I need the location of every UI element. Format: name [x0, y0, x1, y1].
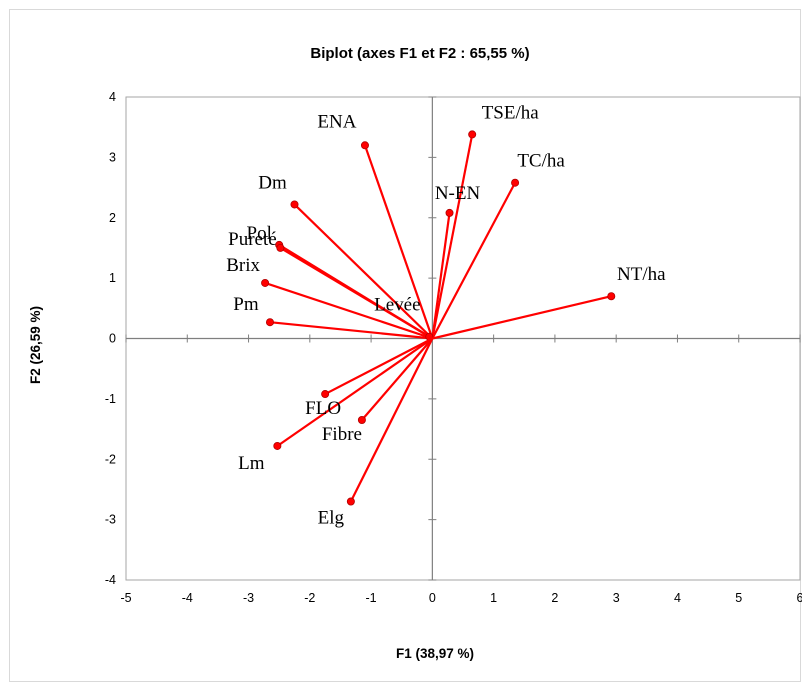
y-tick-label: 4 — [109, 90, 116, 104]
vector-point — [261, 278, 270, 287]
x-tick-label: -1 — [366, 591, 377, 605]
vector-point — [276, 243, 285, 252]
variable-label: Lm — [238, 453, 265, 474]
x-tick-label: 5 — [735, 591, 742, 605]
variable-label: Elg — [318, 508, 345, 529]
vector-line — [363, 144, 434, 339]
x-tick-label: -3 — [243, 591, 254, 605]
x-tick-label: -5 — [120, 591, 131, 605]
y-tick-label: -1 — [105, 392, 116, 406]
variable-vectors — [261, 130, 616, 506]
variable-label: TSE/ha — [482, 102, 540, 123]
x-tick-label: 6 — [797, 591, 802, 605]
y-tick-label: 2 — [109, 211, 116, 225]
variable-label: FLO — [305, 398, 341, 419]
y-tick-label: -4 — [105, 573, 116, 587]
vector-line — [431, 182, 517, 340]
biplot-chart: Biplot (axes F1 et F2 : 65,55 %) -5 -4 -3-… — [28, 45, 802, 661]
x-tick-label: 2 — [551, 591, 558, 605]
y-tick-label: -2 — [105, 452, 116, 466]
tick-labels: -5 -4 -3 -2 -1 0 1 2 3 4 5 6 -4 -3 -2 -1 0 1 2 3 4 — [105, 90, 802, 605]
vector-point — [346, 497, 355, 506]
vector-line — [349, 338, 434, 503]
chart-frame: Biplot (axes F1 et F2 : 65,55 %) -5 -4 -3-… — [9, 9, 802, 682]
vector-line — [361, 337, 434, 421]
vector-point — [511, 178, 520, 187]
vector-point — [607, 292, 616, 301]
vector-point — [357, 416, 366, 425]
vector-line — [432, 295, 612, 340]
vector-line — [431, 212, 451, 339]
x-tick-label: -2 — [304, 591, 315, 605]
variable-label: Dm — [258, 172, 287, 193]
vector-line — [293, 203, 434, 340]
vector-line — [269, 321, 433, 340]
variable-label: TC/ha — [517, 151, 565, 172]
variable-label: Levée — [374, 295, 420, 316]
vector-point — [468, 130, 477, 139]
variable-label: Pm — [233, 294, 259, 315]
x-tick-label: 0 — [429, 591, 436, 605]
y-tick-label: 3 — [109, 150, 116, 164]
variable-label: Pureté — [228, 229, 277, 250]
vector-point — [321, 390, 330, 399]
axes-layer — [125, 96, 801, 581]
vector-line — [279, 246, 433, 340]
variable-label: ENA — [317, 111, 356, 132]
variable-label: NT/ha — [617, 264, 666, 285]
vector-line — [431, 134, 474, 339]
variable-label: Brix — [226, 255, 260, 276]
variable-label: N-EN — [435, 183, 481, 204]
y-axis-label: F2 (26,59 %) — [28, 306, 43, 384]
x-tick-label: 1 — [490, 591, 497, 605]
x-tick-label: 3 — [613, 591, 620, 605]
vector-point — [265, 318, 274, 327]
vector-point — [273, 441, 282, 450]
x-tick-label: -4 — [182, 591, 193, 605]
chart-title: Biplot (axes F1 et F2 : 65,55 %) — [310, 45, 529, 62]
x-axis-label: F1 (38,97 %) — [396, 646, 474, 661]
vector-point — [360, 141, 369, 150]
y-tick-label: 1 — [109, 271, 116, 285]
variable-label: Pol — [247, 223, 272, 244]
vector-point — [290, 200, 299, 209]
vector-line — [324, 337, 433, 396]
variable-label: Fibre — [322, 424, 362, 445]
vector-line — [276, 337, 433, 447]
x-tick-label: 4 — [674, 591, 681, 605]
y-tick-label: -3 — [105, 513, 116, 527]
vector-line — [264, 281, 433, 340]
vector-point — [445, 208, 454, 217]
y-tick-label: 0 — [109, 332, 116, 346]
